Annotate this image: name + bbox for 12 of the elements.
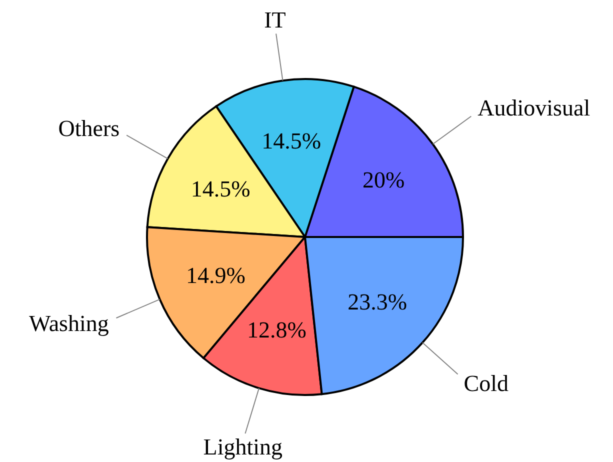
data-label: 12.8% (247, 317, 306, 342)
data-label: 20% (362, 167, 405, 192)
slice-label: IT (264, 7, 286, 32)
slice-label: Audiovisual (478, 96, 590, 121)
slice-label: Cold (464, 371, 509, 396)
slice-label: Others (58, 116, 120, 141)
data-label: 23.3% (348, 289, 407, 314)
data-label: 14.5% (262, 128, 322, 154)
data-label: 14.5% (190, 176, 250, 202)
slice-label: Washing (28, 311, 110, 336)
data-label: 14.9% (186, 262, 246, 288)
slice-label: Lighting (203, 434, 283, 460)
